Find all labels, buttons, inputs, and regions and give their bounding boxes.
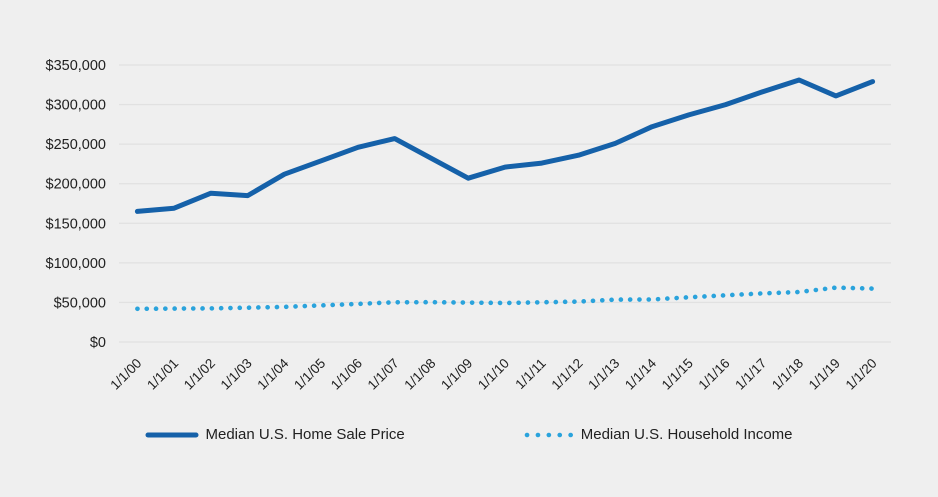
x-tick-label: 1/1/12 — [548, 356, 585, 393]
x-tick-label: 1/1/09 — [438, 356, 475, 393]
gridlines — [119, 64, 891, 343]
y-tick-label: $300,000 — [46, 98, 106, 114]
legend-item-home-sale-price: Median U.S. Home Sale Price — [145, 426, 405, 443]
series-lines — [134, 77, 876, 312]
x-tick-label: 1/1/04 — [254, 355, 291, 392]
x-tick-label: 1/1/02 — [181, 356, 218, 393]
dotted-line-swatch-icon — [524, 432, 574, 437]
x-axis-labels: 1/1/00 1/1/01 1/1/02 1/1/03 1/1/04 1/1/05 1/1/… — [107, 355, 879, 392]
legend-item-household-income: Median U.S. Household Income — [523, 426, 793, 443]
y-tick-label: $200,000 — [46, 177, 106, 193]
x-tick-label: 1/1/13 — [585, 356, 622, 393]
x-tick-label: 1/1/19 — [806, 356, 843, 393]
x-tick-label: 1/1/01 — [144, 356, 181, 393]
y-axis-labels: $0 $50,000 $100,000 $150,000 $200,000 $250,00… — [46, 58, 106, 351]
x-tick-label: 1/1/17 — [732, 356, 769, 393]
median-u-s-home-sale-price-line — [134, 77, 876, 214]
y-tick-label: $350,000 — [46, 58, 106, 74]
y-tick-label: $150,000 — [46, 216, 106, 232]
x-tick-label: 1/1/08 — [401, 356, 438, 393]
x-tick-label: 1/1/15 — [659, 356, 696, 393]
x-tick-label: 1/1/03 — [218, 356, 255, 393]
median-u-s-household-income-line — [135, 285, 875, 312]
x-tick-label: 1/1/05 — [291, 356, 328, 393]
x-tick-label: 1/1/14 — [622, 355, 659, 392]
plot-area: $0 $50,000 $100,000 $150,000 $200,000 $250,00… — [46, 58, 891, 393]
y-tick-label: $50,000 — [54, 295, 106, 311]
x-tick-label: 1/1/10 — [475, 356, 512, 393]
legend-label-household-income: Median U.S. Household Income — [580, 426, 793, 443]
x-tick-label: 1/1/18 — [769, 356, 806, 393]
x-tick-label: 1/1/20 — [843, 356, 880, 393]
x-tick-label: 1/1/06 — [328, 356, 365, 393]
x-tick-label: 1/1/07 — [365, 356, 402, 393]
x-tick-label: 1/1/16 — [696, 356, 733, 393]
y-tick-label: $0 — [90, 335, 106, 351]
legend-label-home-sale-price: Median U.S. Home Sale Price — [205, 426, 405, 443]
legend: Median U.S. Home Sale Price Median U.S. … — [0, 426, 938, 443]
y-tick-label: $250,000 — [46, 137, 106, 153]
y-tick-label: $100,000 — [46, 256, 106, 272]
solid-line-swatch-icon — [145, 432, 199, 437]
x-tick-label: 1/1/00 — [107, 356, 144, 393]
x-tick-label: 1/1/11 — [512, 356, 548, 392]
